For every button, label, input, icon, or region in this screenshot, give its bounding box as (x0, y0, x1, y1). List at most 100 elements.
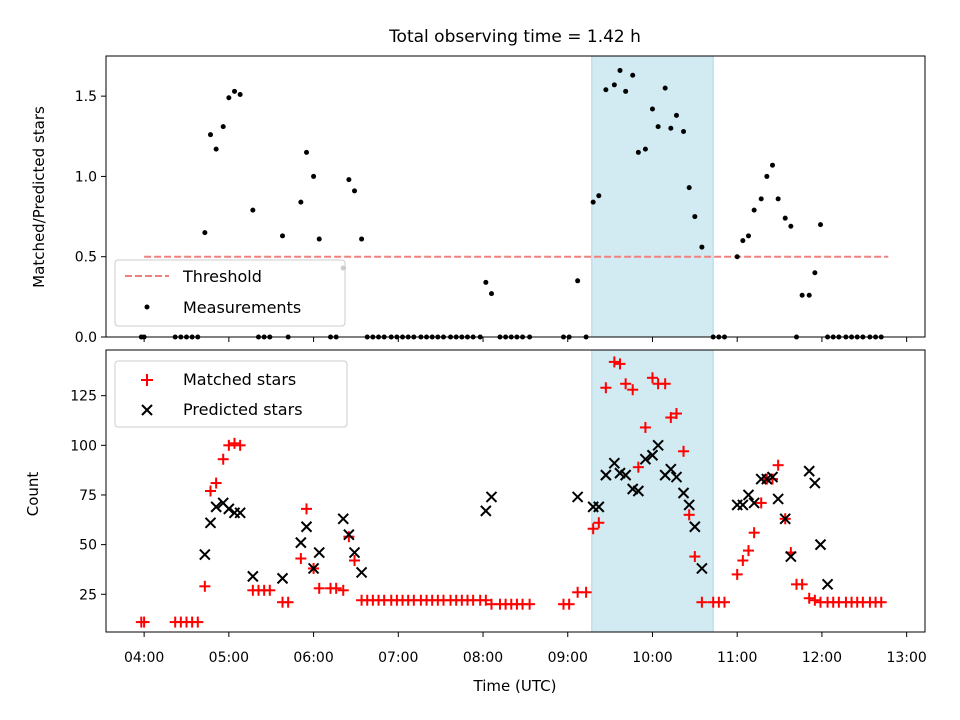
predicted-star-stroke (223, 503, 235, 515)
measurement-point (596, 193, 602, 199)
predicted-star-stroke (204, 517, 217, 529)
bottom-shaded-span-rect (591, 349, 714, 633)
predicted-star-stroke (785, 550, 797, 563)
matched-star-point (343, 531, 355, 543)
measurement-point (649, 106, 655, 112)
measurement-point (237, 92, 243, 98)
bottom-points (135, 356, 887, 628)
measurement-point (359, 236, 365, 242)
matched-star-point (683, 509, 695, 521)
legend-predicted-label: Predicted stars (183, 400, 303, 419)
measurement-point (250, 207, 256, 213)
predicted-star-point (295, 536, 307, 549)
measurement-point (611, 82, 617, 88)
measurement-point (231, 88, 237, 94)
matched-star-point (670, 408, 682, 420)
predicted-star-stroke (571, 491, 584, 503)
bottom-shaded-span (591, 349, 714, 633)
measurement-point (758, 196, 764, 202)
measurement-point (575, 278, 581, 284)
measurement-point (617, 67, 623, 73)
predicted-star-point (571, 491, 584, 503)
legend-matched-label: Matched stars (183, 370, 296, 389)
predicted-star-point (313, 546, 325, 559)
top-y-axis-label: Matched/Predicted stars (30, 106, 48, 288)
bottom-y-tick-label: 100 (70, 438, 97, 454)
measurement-point (699, 244, 705, 250)
measurement-point (692, 214, 698, 220)
matched-star-point (593, 517, 605, 529)
measurement-point (806, 292, 812, 298)
bottom-x-ticks: 04:00 05:00 06:00 07:00 08:00 09:00 10:00 11:00… (124, 632, 927, 666)
top-legend-frame (114, 259, 346, 327)
measurement-point (483, 279, 489, 285)
predicted-star-point (619, 469, 632, 481)
measurement-point (740, 238, 746, 244)
measurement-point (681, 128, 687, 134)
predicted-star-point (809, 477, 821, 489)
matched-star-point (313, 582, 325, 594)
predicted-star-point (821, 578, 834, 591)
matched-star-point (228, 437, 240, 449)
predicted-star-point (343, 528, 355, 541)
bottom-axes-frame (105, 349, 926, 633)
predicted-star-stroke (748, 497, 760, 509)
measurement-point (642, 146, 648, 152)
top-y-tick-label: 1.5 (75, 89, 97, 105)
measurement-point (686, 185, 692, 191)
measurement-point (590, 199, 596, 205)
predicted-star-stroke (742, 489, 755, 501)
matched-star-point (627, 384, 639, 396)
matched-star-point (587, 523, 599, 535)
bottom-y-tick-label: 75 (79, 488, 97, 504)
matched-star-point (696, 596, 708, 608)
measurement-point (352, 188, 358, 194)
top-y-tick-label: 0.5 (75, 250, 97, 266)
predicted-star-point (234, 507, 246, 519)
matched-star-point (737, 555, 749, 567)
matched-star-point (665, 412, 677, 424)
x-tick-label: 12:00 (802, 650, 842, 666)
predicted-star-stroke (772, 493, 784, 505)
measurement-point (751, 207, 757, 213)
matched-star-point (748, 527, 760, 539)
bottom-y-axis-label: Count (24, 472, 42, 517)
matched-star-point (264, 584, 276, 596)
measurement-point (734, 254, 740, 260)
predicted-star-point (204, 517, 217, 529)
predicted-star-point (276, 572, 289, 585)
measurement-point (311, 173, 317, 179)
measurement-point (207, 132, 213, 138)
matched-star-point (766, 473, 778, 485)
matched-star-point (480, 594, 492, 606)
predicted-star-point (480, 505, 492, 517)
predicted-star-stroke (737, 499, 749, 511)
predicted-star-point (247, 570, 259, 583)
predicted-star-stroke (276, 572, 289, 585)
predicted-star-point (677, 487, 690, 499)
measurement-point (662, 85, 668, 91)
matched-star-point (204, 485, 216, 497)
predicted-star-point (199, 548, 211, 561)
matched-star-point (755, 497, 767, 509)
x-tick-label: 06:00 (293, 650, 333, 666)
matched-star-point (718, 596, 730, 608)
measurement-point (655, 124, 661, 130)
predicted-star-stroke (689, 521, 701, 533)
measurement-point (769, 162, 775, 168)
matched-star-point (349, 555, 361, 567)
matched-star-point (600, 382, 612, 394)
predicted-star-stroke (683, 499, 695, 511)
x-tick-label: 04:00 (124, 650, 164, 666)
bottom-y-tick-label: 125 (70, 389, 97, 405)
legend-measurements-marker (144, 304, 150, 310)
matched-star-point (796, 578, 808, 590)
predicted-star-stroke (814, 538, 827, 551)
legend-predicted-marker (141, 404, 153, 416)
measurement-point (673, 112, 679, 118)
measurement-point (668, 125, 674, 131)
matched-star-point (138, 616, 150, 628)
matched-star-point (659, 378, 671, 390)
predicted-star-stroke (313, 546, 325, 559)
predicted-star-stroke (821, 578, 834, 591)
